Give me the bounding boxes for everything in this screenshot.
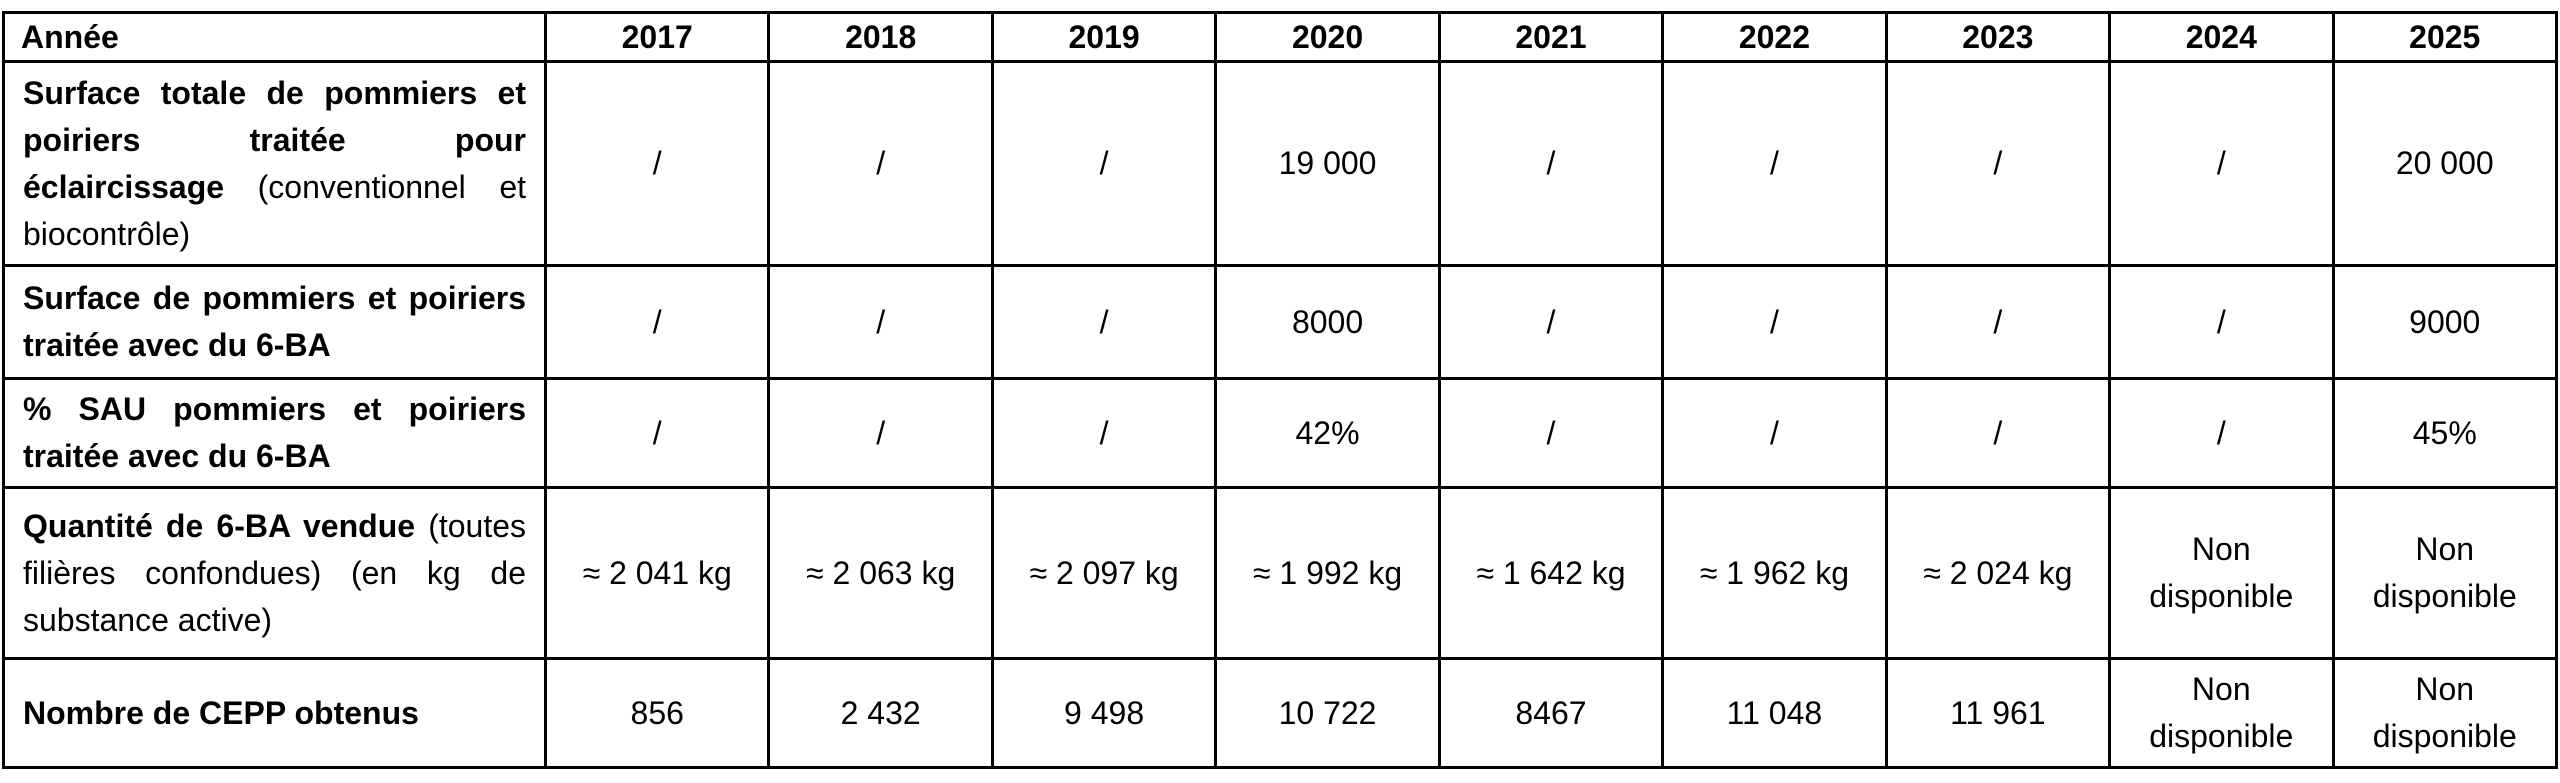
table-row: Surface de pommiers et poiriers traitée …: [2, 264, 2558, 380]
cell: /: [543, 377, 771, 489]
cell: /: [1437, 60, 1665, 267]
cell: 2 432: [767, 657, 994, 769]
year-header: 2019: [990, 11, 1218, 63]
cell: ≈ 2 024 kg: [1884, 486, 2112, 660]
row-label-note: (conventionnel et biocontrôle): [23, 168, 526, 252]
table-body: Surface totale de pommiers et poiriers t…: [2, 60, 2558, 769]
year-header: 2024: [2108, 11, 2335, 63]
row-label: Surface totale de pommiers et poiriers t…: [2, 60, 547, 267]
cell: ≈ 1 962 kg: [1661, 486, 1888, 660]
cell: 11 048: [1661, 657, 1888, 769]
year-header: 2020: [1214, 11, 1441, 63]
cell: /: [1661, 377, 1888, 489]
header-row: Année 2017 2018 2019 2020 2021 2022 2023 2024 202…: [2, 11, 2558, 63]
row-label-bold: Surface de pommiers et poiriers traitée …: [23, 280, 526, 363]
year-header: 2023: [1884, 11, 2112, 63]
table-row: Nombre de CEPP obtenus 856 2 432 9 498 10 72…: [2, 657, 2558, 769]
cell: 11 961: [1884, 657, 2112, 769]
cell: 856: [543, 657, 771, 769]
row-label-bold: Nombre de CEPP obtenus: [23, 694, 419, 731]
row-label-note: (toutes filières confondues) (en kg de s…: [23, 507, 527, 638]
table-row: Quantité de 6-BA vendue (toutes filières…: [2, 486, 2558, 660]
cell: /: [2108, 377, 2335, 489]
year-header: 2025: [2331, 11, 2558, 63]
row-label: Quantité de 6-BA vendue (toutes filières…: [2, 486, 547, 660]
cell: /: [1884, 377, 2112, 489]
cell: /: [1884, 264, 2112, 380]
cell: /: [767, 377, 994, 489]
table-row: Surface totale de pommiers et poiriers t…: [2, 60, 2558, 267]
row-label: Surface de pommiers et poiriers traitée …: [2, 264, 547, 380]
row-label-bold: % SAU pommiers et poiriers traitée avec …: [23, 391, 526, 474]
cell: 8000: [1214, 264, 1441, 380]
row-label: Nombre de CEPP obtenus: [2, 657, 547, 769]
cell: Non disponible: [2108, 486, 2335, 660]
year-header: 2022: [1661, 11, 1888, 63]
cell: ≈ 2 041 kg: [543, 486, 771, 660]
cell: /: [990, 264, 1218, 380]
year-header: 2018: [767, 11, 994, 63]
data-table: Année 2017 2018 2019 2020 2021 2022 2023 2024 202…: [2, 11, 2558, 769]
row-label-bold: Quantité de 6-BA vendue: [23, 507, 416, 544]
corner-header: Année: [2, 11, 547, 63]
cell: 9000: [2331, 264, 2558, 380]
table-row: % SAU pommiers et poiriers traitée avec …: [2, 377, 2558, 489]
cell: /: [767, 264, 994, 380]
row-label-bold: Surface totale de pommiers et poiriers t…: [23, 74, 526, 205]
cell: /: [1661, 60, 1888, 267]
row-label: % SAU pommiers et poiriers traitée avec …: [2, 377, 547, 489]
cell: ≈ 2 097 kg: [990, 486, 1218, 660]
cell: /: [990, 60, 1218, 267]
cell: Non disponible: [2108, 657, 2335, 769]
cell: /: [990, 377, 1218, 489]
cell: /: [1884, 60, 2112, 267]
year-header: 2017: [543, 11, 771, 63]
cell: /: [2108, 60, 2335, 267]
cell: /: [767, 60, 994, 267]
cell: /: [2108, 264, 2335, 380]
cell: 19 000: [1214, 60, 1441, 267]
cell: /: [1661, 264, 1888, 380]
cell: Non disponible: [2331, 657, 2558, 769]
cell: /: [543, 264, 771, 380]
cell: /: [543, 60, 771, 267]
cell: ≈ 2 063 kg: [767, 486, 994, 660]
cell: 20 000: [2331, 60, 2558, 267]
cell: /: [1437, 264, 1665, 380]
cell: ≈ 1 642 kg: [1437, 486, 1665, 660]
cell: Non disponible: [2331, 486, 2558, 660]
year-header: 2021: [1437, 11, 1665, 63]
cell: 42%: [1214, 377, 1441, 489]
cell: 10 722: [1214, 657, 1441, 769]
cell: ≈ 1 992 kg: [1214, 486, 1441, 660]
cell: 9 498: [990, 657, 1218, 769]
cell: 45%: [2331, 377, 2558, 489]
cell: /: [1437, 377, 1665, 489]
cell: 8467: [1437, 657, 1665, 769]
